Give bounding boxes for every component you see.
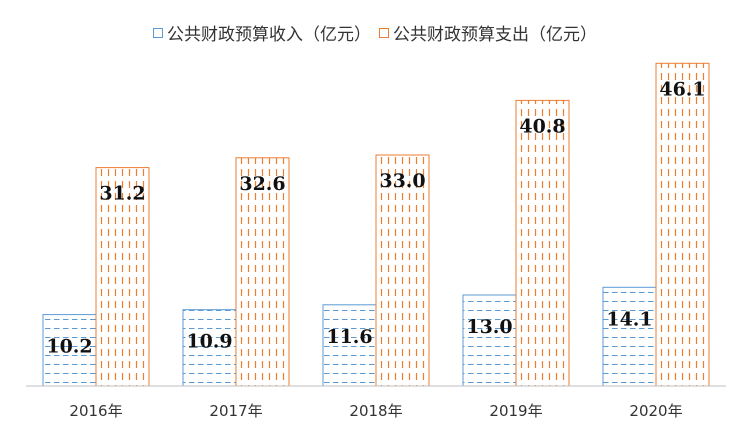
legend: 公共财政预算收入（亿元） 公共财政预算支出（亿元） bbox=[0, 20, 750, 45]
bar-income-3[interactable] bbox=[462, 294, 517, 387]
bars-layer bbox=[42, 62, 710, 387]
data-label-income-2: 11.6 bbox=[326, 326, 372, 348]
bar-expenditure-1[interactable] bbox=[235, 157, 290, 387]
x-tick-label-2: 2018年 bbox=[349, 402, 402, 420]
x-axis-ticks: 2016年 2017年 2018年 2019年 2020年 bbox=[69, 402, 682, 420]
data-label-expenditure-2: 33.0 bbox=[379, 170, 425, 192]
labels-layer: 10.2 31.2 10.9 32.6 11.6 33.0 13.0 40.8 14.1 46.1 bbox=[46, 78, 705, 357]
legend-label-income: 公共财政预算收入（亿元） bbox=[167, 25, 371, 45]
data-label-expenditure-0: 31.2 bbox=[99, 183, 145, 205]
x-tick-label-4: 2020年 bbox=[629, 402, 682, 420]
x-tick-label-3: 2019年 bbox=[489, 402, 542, 420]
data-label-expenditure-4: 46.1 bbox=[659, 78, 705, 100]
bar-expenditure-3[interactable] bbox=[515, 99, 570, 387]
data-label-income-4: 14.1 bbox=[606, 308, 652, 330]
bar-income-2[interactable] bbox=[322, 304, 377, 387]
legend-item-expenditure[interactable]: 公共财政预算支出（亿元） bbox=[379, 20, 597, 45]
legend-swatch-income-icon bbox=[153, 27, 163, 38]
data-label-income-1: 10.9 bbox=[186, 331, 232, 353]
legend-item-income[interactable]: 公共财政预算收入（亿元） bbox=[153, 20, 371, 45]
bar-expenditure-0[interactable] bbox=[95, 167, 150, 387]
data-label-expenditure-3: 40.8 bbox=[519, 115, 565, 137]
x-tick-label-0: 2016年 bbox=[69, 402, 122, 420]
legend-swatch-expenditure-icon bbox=[379, 27, 389, 38]
legend-label-expenditure: 公共财政预算支出（亿元） bbox=[393, 25, 597, 45]
x-tick-label-1: 2017年 bbox=[209, 402, 262, 420]
data-label-income-0: 10.2 bbox=[46, 336, 92, 358]
bar-expenditure-4[interactable] bbox=[655, 62, 710, 387]
bar-income-4[interactable] bbox=[602, 286, 657, 387]
data-label-expenditure-1: 32.6 bbox=[239, 173, 285, 195]
data-label-income-3: 13.0 bbox=[466, 316, 512, 338]
bar-expenditure-2[interactable] bbox=[375, 154, 430, 387]
